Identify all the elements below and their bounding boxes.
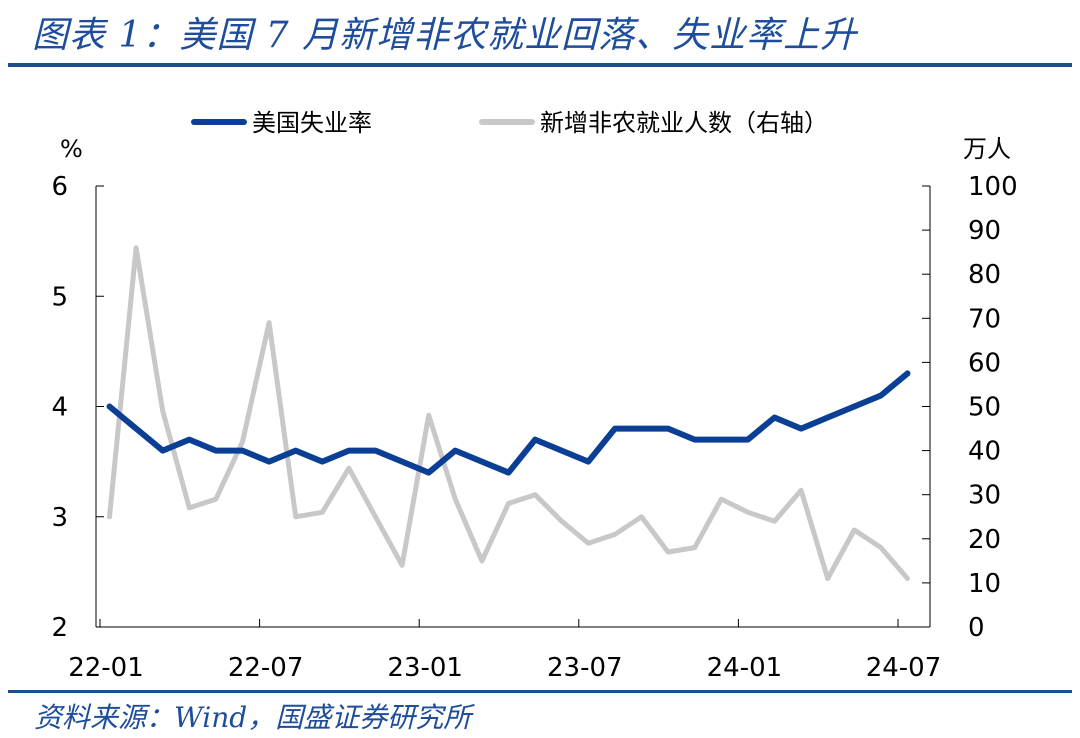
source-note: 资料来源：Wind，国盛证券研究所 [34, 701, 472, 734]
title-divider [8, 63, 1072, 67]
y-left-tick-label: 3 [51, 503, 68, 533]
y-right-tick-label: 90 [968, 216, 1001, 246]
y-left-tick-label: 4 [51, 393, 68, 423]
y-right-tick-label: 20 [968, 525, 1001, 555]
x-tick-label: 24-07 [866, 653, 942, 683]
y-right-tick-label: 10 [968, 569, 1001, 599]
y-right-tick-label: 80 [968, 260, 1001, 290]
y-right-tick-label: 60 [968, 348, 1001, 378]
series-line-unemployment [106, 370, 911, 476]
y-left-tick-label: 2 [51, 613, 68, 643]
x-tick-label: 24-01 [707, 653, 783, 683]
y-left-tick-label: 6 [51, 172, 68, 202]
chart-title: 图表 1：美国 7 月新增非农就业回落、失业率上升 [32, 15, 858, 56]
chart-legend: 美国失业率 新增非农就业人数（右轴） [191, 109, 828, 137]
x-tick-label: 22-01 [68, 653, 144, 683]
y-right-tick-label: 70 [968, 304, 1001, 334]
chart-series [106, 245, 911, 581]
y-right-tick-label: 30 [968, 481, 1001, 511]
legend-label-payrolls: 新增非农就业人数（右轴） [540, 109, 828, 137]
y-left-tick-label: 5 [51, 282, 68, 312]
y-right-tick-label: 40 [968, 437, 1001, 467]
x-tick-label: 23-07 [547, 653, 623, 683]
footer-divider [8, 690, 1072, 693]
line-chart: 美国失业率 新增非农就业人数（右轴） % 万人 2345601020304050… [51, 109, 1017, 683]
y-axis-left-label: % [60, 135, 83, 163]
x-tick-label: 22-07 [228, 653, 304, 683]
series-line-payrolls [107, 245, 910, 581]
y-axis-right-label: 万人 [963, 135, 1011, 163]
x-tick-label: 23-01 [387, 653, 463, 683]
legend-label-unemployment: 美国失业率 [252, 109, 372, 137]
y-right-tick-label: 100 [968, 172, 1018, 202]
y-right-tick-label: 50 [968, 393, 1001, 423]
y-right-tick-label: 0 [968, 613, 985, 643]
